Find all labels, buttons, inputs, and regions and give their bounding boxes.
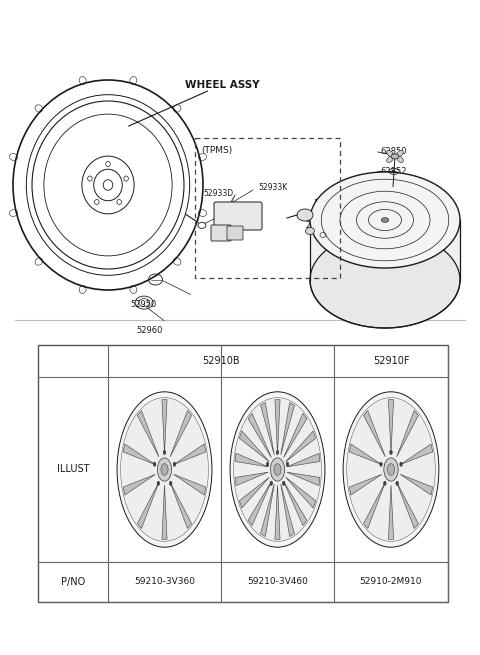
Polygon shape bbox=[248, 481, 271, 526]
Text: 52910-2M910: 52910-2M910 bbox=[360, 578, 422, 586]
Polygon shape bbox=[240, 431, 269, 462]
Text: 52910B: 52910B bbox=[202, 356, 240, 366]
Text: P/NO: P/NO bbox=[61, 577, 85, 587]
Ellipse shape bbox=[381, 217, 389, 223]
Polygon shape bbox=[400, 444, 432, 464]
Polygon shape bbox=[170, 482, 192, 529]
Text: 52933K: 52933K bbox=[258, 183, 287, 193]
Ellipse shape bbox=[153, 462, 156, 466]
Text: 62850: 62850 bbox=[380, 147, 407, 156]
Polygon shape bbox=[137, 411, 159, 457]
Polygon shape bbox=[235, 472, 268, 486]
Polygon shape bbox=[286, 431, 316, 462]
Polygon shape bbox=[123, 444, 156, 464]
Polygon shape bbox=[287, 472, 320, 486]
Ellipse shape bbox=[173, 462, 176, 466]
Ellipse shape bbox=[230, 392, 325, 547]
Ellipse shape bbox=[343, 392, 439, 547]
Bar bbox=[195, 138, 340, 278]
Text: 52933D: 52933D bbox=[203, 189, 233, 198]
Polygon shape bbox=[261, 484, 274, 536]
Ellipse shape bbox=[384, 481, 386, 485]
Ellipse shape bbox=[169, 481, 172, 485]
Polygon shape bbox=[281, 402, 295, 455]
Ellipse shape bbox=[157, 481, 160, 485]
Text: (TPMS): (TPMS) bbox=[201, 145, 232, 155]
Polygon shape bbox=[275, 485, 280, 539]
Text: 52950: 52950 bbox=[131, 300, 157, 309]
Polygon shape bbox=[162, 485, 167, 539]
Ellipse shape bbox=[286, 462, 289, 466]
Ellipse shape bbox=[270, 481, 273, 485]
Ellipse shape bbox=[391, 154, 399, 159]
Polygon shape bbox=[364, 411, 385, 457]
Ellipse shape bbox=[396, 150, 403, 157]
Polygon shape bbox=[284, 413, 307, 458]
Polygon shape bbox=[388, 485, 394, 539]
Ellipse shape bbox=[347, 398, 435, 542]
Polygon shape bbox=[240, 477, 269, 508]
Ellipse shape bbox=[390, 450, 392, 455]
Ellipse shape bbox=[305, 227, 314, 234]
Text: 62852: 62852 bbox=[380, 167, 407, 176]
Polygon shape bbox=[137, 482, 159, 529]
Ellipse shape bbox=[163, 450, 166, 455]
Text: 24537: 24537 bbox=[305, 221, 329, 229]
Ellipse shape bbox=[387, 150, 394, 157]
Polygon shape bbox=[248, 413, 271, 458]
Ellipse shape bbox=[117, 392, 212, 547]
Text: ILLUST: ILLUST bbox=[57, 464, 89, 474]
Polygon shape bbox=[400, 474, 432, 495]
Polygon shape bbox=[310, 220, 460, 328]
Ellipse shape bbox=[266, 462, 269, 466]
Ellipse shape bbox=[234, 398, 322, 542]
Ellipse shape bbox=[396, 156, 403, 162]
Polygon shape bbox=[162, 400, 167, 454]
Polygon shape bbox=[286, 477, 316, 508]
Ellipse shape bbox=[310, 172, 460, 268]
Ellipse shape bbox=[276, 450, 279, 455]
Polygon shape bbox=[275, 400, 280, 454]
Polygon shape bbox=[364, 482, 385, 529]
Text: 52934: 52934 bbox=[313, 198, 337, 208]
Text: 59210-3V360: 59210-3V360 bbox=[134, 578, 195, 586]
Ellipse shape bbox=[161, 464, 168, 476]
Ellipse shape bbox=[274, 464, 281, 476]
Polygon shape bbox=[261, 402, 274, 455]
FancyBboxPatch shape bbox=[211, 225, 231, 241]
Polygon shape bbox=[349, 444, 382, 464]
Ellipse shape bbox=[387, 464, 395, 476]
Text: 52910F: 52910F bbox=[373, 356, 409, 366]
Ellipse shape bbox=[157, 458, 172, 481]
Polygon shape bbox=[388, 400, 394, 454]
Text: WHEEL ASSY: WHEEL ASSY bbox=[185, 80, 260, 90]
Bar bbox=[38, 345, 448, 602]
Polygon shape bbox=[396, 482, 419, 529]
Ellipse shape bbox=[387, 156, 394, 162]
Polygon shape bbox=[281, 484, 295, 536]
Polygon shape bbox=[235, 453, 268, 467]
Polygon shape bbox=[284, 481, 307, 526]
Ellipse shape bbox=[120, 398, 208, 542]
FancyBboxPatch shape bbox=[214, 202, 262, 230]
Text: 52933: 52933 bbox=[224, 209, 251, 218]
Polygon shape bbox=[174, 444, 206, 464]
Ellipse shape bbox=[310, 232, 460, 328]
Polygon shape bbox=[123, 474, 156, 495]
Text: 52960: 52960 bbox=[136, 326, 162, 335]
Ellipse shape bbox=[270, 458, 285, 481]
Ellipse shape bbox=[400, 462, 402, 466]
Polygon shape bbox=[349, 474, 382, 495]
Text: 59210-3V460: 59210-3V460 bbox=[247, 578, 308, 586]
Ellipse shape bbox=[297, 209, 313, 221]
Ellipse shape bbox=[396, 481, 398, 485]
Ellipse shape bbox=[380, 462, 382, 466]
Polygon shape bbox=[287, 453, 320, 467]
Ellipse shape bbox=[384, 458, 398, 481]
Ellipse shape bbox=[282, 481, 285, 485]
FancyBboxPatch shape bbox=[227, 226, 243, 240]
Polygon shape bbox=[174, 474, 206, 495]
Polygon shape bbox=[396, 411, 419, 457]
Polygon shape bbox=[170, 411, 192, 457]
